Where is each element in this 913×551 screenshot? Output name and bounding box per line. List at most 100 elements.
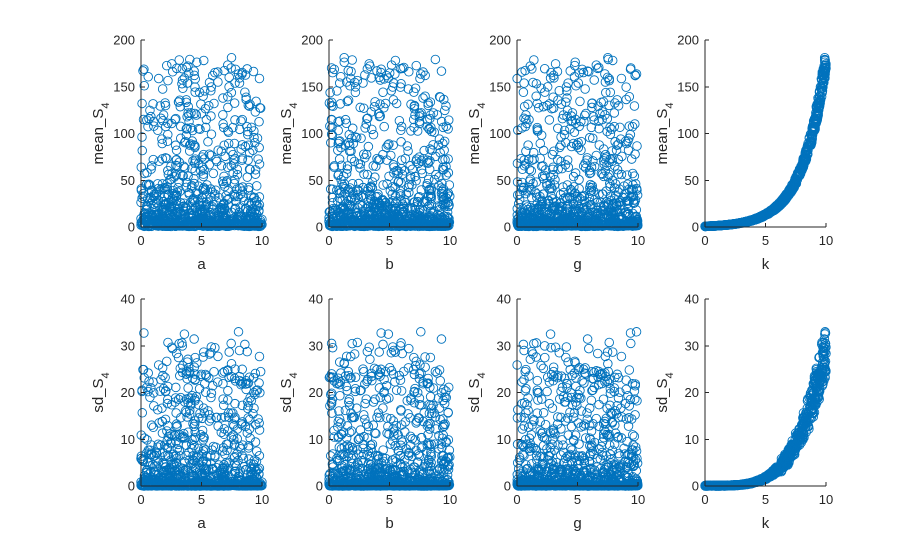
y-tick-label: 50	[497, 173, 511, 188]
data-point	[227, 339, 236, 348]
y-tick-label: 150	[489, 79, 511, 94]
data-point	[158, 85, 167, 94]
data-point	[540, 64, 549, 73]
y-tick-label: 150	[301, 79, 323, 94]
x-axis-label: b	[385, 256, 393, 273]
y-axis-label: mean_S4	[654, 103, 676, 165]
data-point	[551, 60, 560, 69]
y-tick-label: 0	[692, 220, 699, 235]
data-point	[545, 116, 554, 125]
data-point	[171, 141, 180, 150]
data-point	[335, 155, 344, 164]
data-point	[225, 83, 234, 92]
data-point	[180, 74, 189, 83]
data-point	[234, 328, 243, 337]
data-point	[176, 102, 185, 111]
data-point	[255, 160, 264, 169]
data-point	[168, 60, 177, 69]
data-point	[242, 93, 251, 102]
x-axis-label: g	[573, 256, 581, 273]
data-point	[154, 74, 163, 83]
data-point	[149, 155, 158, 164]
y-tick-label: 0	[128, 220, 135, 235]
data-point	[576, 97, 585, 106]
data-point	[255, 117, 264, 126]
data-point	[199, 92, 208, 101]
data-point	[604, 53, 613, 62]
data-point	[230, 99, 239, 108]
y-tick-label: 0	[316, 220, 323, 235]
x-tick-label: 5	[762, 233, 769, 248]
data-point	[536, 139, 545, 148]
data-point	[392, 99, 401, 108]
data-point	[407, 127, 416, 136]
data-point	[404, 147, 413, 156]
data-markers	[137, 53, 267, 230]
data-point	[209, 169, 218, 178]
data-markers	[137, 328, 267, 491]
data-point	[566, 67, 575, 76]
data-markers	[701, 53, 831, 230]
data-point	[389, 96, 398, 105]
data-point	[224, 386, 233, 395]
data-point	[255, 74, 264, 83]
y-tick-label: 200	[677, 33, 699, 48]
x-tick-label: 0	[513, 233, 520, 248]
data-point	[147, 421, 156, 430]
data-point	[397, 137, 406, 146]
data-point	[631, 120, 640, 129]
x-tick-label: 5	[386, 233, 393, 248]
y-tick-label: 50	[309, 173, 323, 188]
data-point	[415, 117, 424, 126]
data-point	[210, 99, 219, 108]
data-point	[220, 430, 229, 439]
x-tick-label: 5	[198, 233, 205, 248]
data-point	[255, 352, 264, 361]
data-point	[200, 87, 209, 96]
y-axis-label: mean_S4	[90, 103, 112, 165]
data-point	[549, 93, 558, 102]
data-point	[162, 357, 171, 366]
y-tick-label: 150	[113, 79, 135, 94]
data-point	[348, 56, 357, 65]
y-tick-label: 200	[113, 33, 135, 48]
data-point	[524, 141, 533, 150]
data-point	[391, 70, 400, 79]
data-point	[379, 88, 388, 97]
data-point	[254, 155, 263, 164]
y-tick-label: 150	[677, 79, 699, 94]
data-point	[255, 193, 264, 202]
data-point	[197, 100, 206, 109]
data-point	[614, 155, 623, 164]
x-tick-label: 10	[443, 233, 457, 248]
data-point	[364, 142, 373, 151]
data-point	[616, 123, 625, 132]
x-tick-label: 0	[137, 233, 144, 248]
data-point	[529, 78, 538, 87]
data-point	[351, 88, 360, 97]
y-tick-label: 100	[677, 126, 699, 141]
y-axis-label: mean_S4	[278, 103, 300, 165]
data-point	[605, 170, 614, 179]
data-point	[214, 78, 223, 87]
data-point	[138, 99, 147, 108]
data-point	[574, 79, 583, 88]
data-point	[543, 83, 552, 92]
x-axis-label: k	[762, 256, 770, 273]
data-point	[555, 143, 564, 152]
data-point	[630, 102, 639, 111]
data-point	[437, 67, 446, 76]
data-point	[344, 66, 353, 75]
data-point	[370, 102, 379, 111]
x-tick-label: 0	[701, 233, 708, 248]
data-point	[363, 114, 372, 123]
data-point	[395, 116, 404, 125]
data-point	[172, 383, 181, 392]
data-point	[138, 146, 147, 155]
